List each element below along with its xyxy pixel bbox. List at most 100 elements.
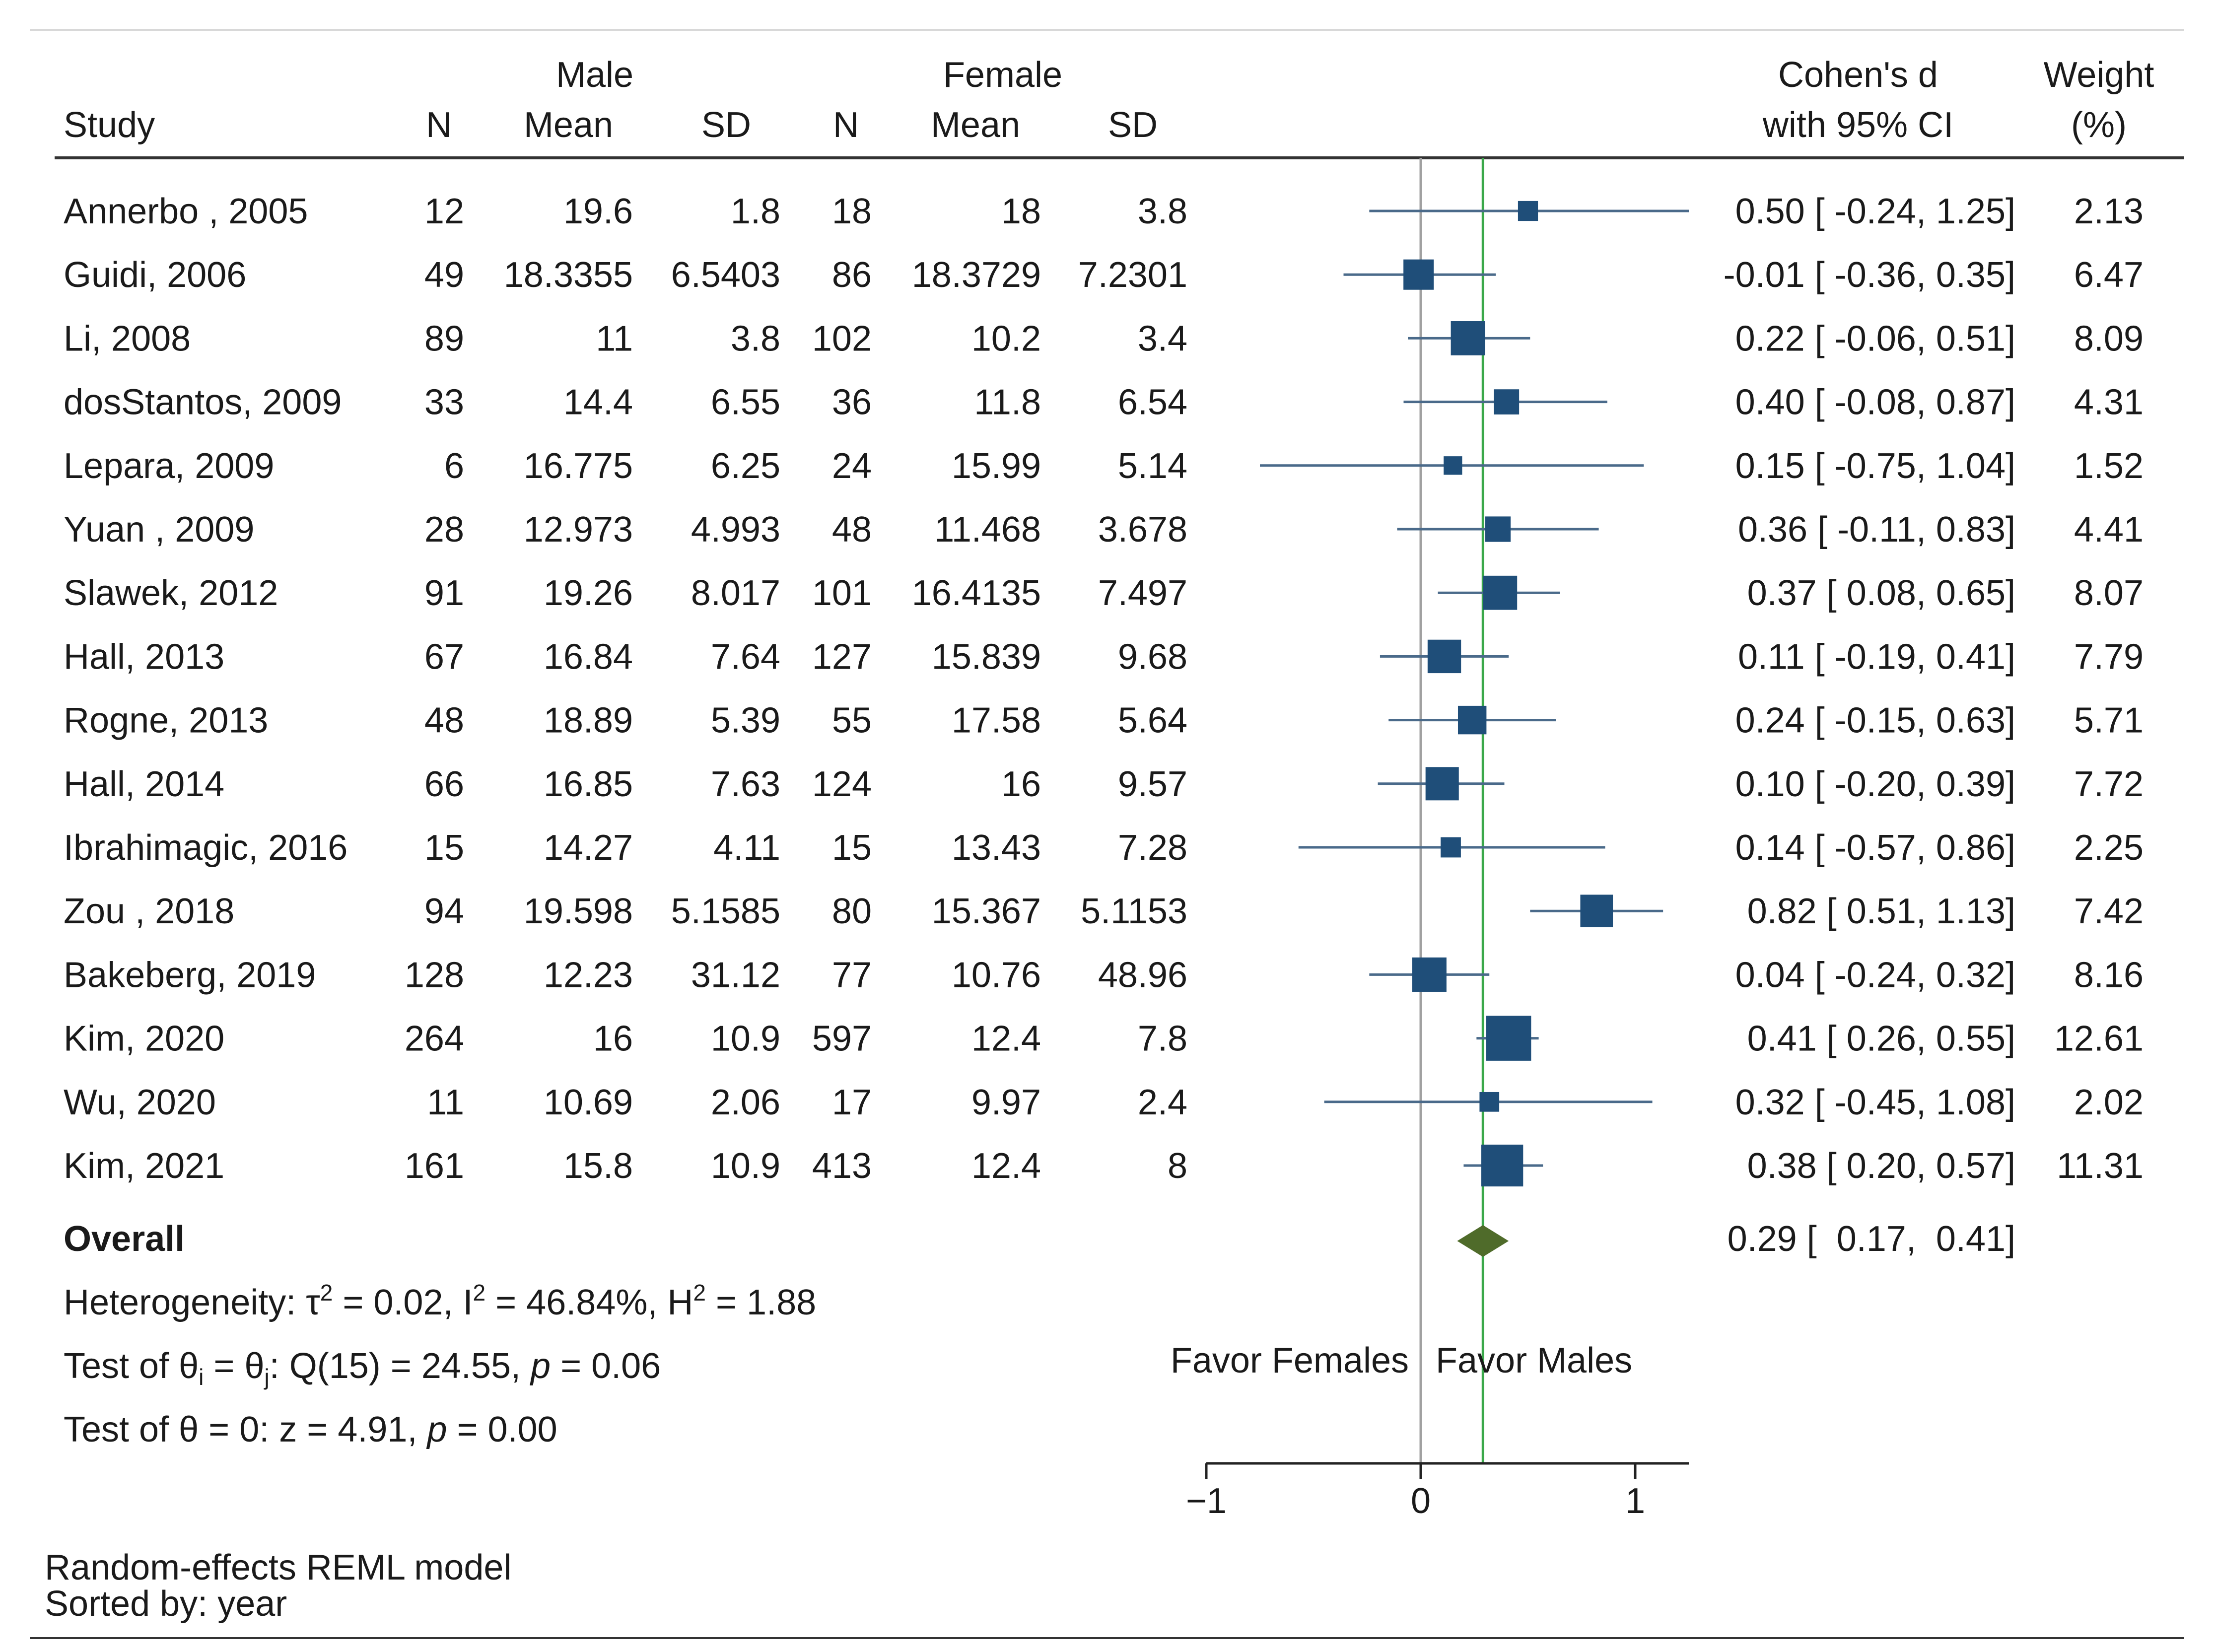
weight-text: 7.79 — [2074, 637, 2144, 677]
male-n: 89 — [424, 319, 464, 358]
effect-marker — [1412, 957, 1447, 992]
female-n: 86 — [832, 255, 872, 295]
effect-marker — [1451, 321, 1485, 355]
female-n: 17 — [832, 1083, 872, 1122]
male-n: 161 — [405, 1146, 464, 1186]
ci-text: 0.50 [ -0.24, 1.25] — [1735, 192, 2015, 231]
header-male-sd: SD — [701, 105, 751, 145]
female-mean: 9.97 — [971, 1083, 1041, 1122]
study-name: Ibrahimagic, 2016 — [64, 828, 347, 868]
female-mean: 11.468 — [934, 510, 1041, 550]
ci-text: 0.37 [ 0.08, 0.65] — [1747, 573, 2015, 613]
male-sd: 5.39 — [711, 701, 780, 741]
male-n: 11 — [427, 1083, 464, 1122]
study-row: Yuan , 2009 28 12.973 4.993 48 11.468 3.678 0.3… — [64, 510, 2144, 550]
female-sd: 3.4 — [1138, 319, 1187, 358]
female-mean: 16.4135 — [912, 573, 1041, 613]
female-mean: 17.58 — [952, 701, 1041, 741]
female-sd: 9.57 — [1118, 764, 1187, 804]
het-mid: = 0.02, I — [333, 1283, 473, 1322]
header-male-n: N — [426, 105, 452, 145]
ci-text: 0.41 [ 0.26, 0.55] — [1747, 1019, 2015, 1059]
study-row: Wu, 2020 11 10.69 2.06 17 9.97 2.4 0.32 [ -0.45… — [64, 1083, 2144, 1122]
female-mean: 12.4 — [971, 1146, 1041, 1186]
weight-text: 6.47 — [2074, 255, 2144, 295]
weight-text: 12.61 — [2054, 1019, 2144, 1059]
q-test-text: Test of θi = θj: Q(15) = 24.55, p = 0.06 — [64, 1346, 661, 1390]
study-name: dosStantos, 2009 — [64, 383, 342, 422]
study-row: Hall, 2013 67 16.84 7.64 127 15.839 9.68 0.11 [… — [64, 637, 2144, 677]
study-name: Hall, 2013 — [64, 637, 224, 677]
female-n: 77 — [832, 955, 872, 995]
ci-text: 0.04 [ -0.24, 0.32] — [1735, 955, 2015, 995]
male-sd: 10.9 — [711, 1146, 780, 1186]
female-n: 36 — [832, 383, 872, 422]
study-name: Lepara, 2009 — [64, 446, 274, 486]
male-mean: 14.4 — [563, 383, 633, 422]
study-row: Kim, 2020 264 16 10.9 597 12.4 7.8 0.41 [ 0.26,… — [64, 1016, 2144, 1061]
header-weight-line1: Weight — [2044, 55, 2154, 95]
ci-text: 0.24 [ -0.15, 0.63] — [1735, 701, 2015, 741]
weight-text: 2.02 — [2074, 1083, 2144, 1122]
male-sd: 8.017 — [691, 573, 780, 613]
weight-text: 8.07 — [2074, 573, 2144, 613]
weight-text: 8.16 — [2074, 955, 2144, 995]
q-sub-i: i — [199, 1364, 204, 1390]
study-name: Hall, 2014 — [64, 764, 224, 804]
male-n: 28 — [424, 510, 464, 550]
male-sd: 31.12 — [691, 955, 780, 995]
female-n: 102 — [812, 319, 872, 358]
footer-sorted: Sorted by: year — [45, 1584, 287, 1624]
male-n: 91 — [424, 573, 464, 613]
study-row: dosStantos, 2009 33 14.4 6.55 36 11.8 6.54 0.40… — [64, 383, 2144, 422]
female-n: 24 — [832, 446, 872, 486]
male-mean: 16 — [593, 1019, 633, 1059]
male-n: 66 — [424, 764, 464, 804]
male-n: 49 — [424, 255, 464, 295]
effect-marker — [1518, 201, 1538, 221]
weight-text: 2.25 — [2074, 828, 2144, 868]
study-row: Hall, 2014 66 16.85 7.63 124 16 9.57 0.10 [ -0.… — [64, 764, 2144, 804]
study-rows: Annerbo , 2005 12 19.6 1.8 18 18 3.8 0.50 [ -0.… — [64, 192, 2144, 1187]
ci-text: 0.38 [ 0.20, 0.57] — [1747, 1146, 2015, 1186]
study-row: Lepara, 2009 6 16.775 6.25 24 15.99 5.14 0.15 [… — [64, 446, 2144, 486]
study-row: Li, 2008 89 11 3.8 102 10.2 3.4 0.22 [ -0.06, 0… — [64, 319, 2144, 358]
male-n: 15 — [424, 828, 464, 868]
female-mean: 18 — [1001, 192, 1041, 231]
female-sd: 2.4 — [1138, 1083, 1187, 1122]
male-sd: 4.993 — [691, 510, 780, 550]
study-name: Annerbo , 2005 — [64, 192, 308, 231]
q-end: = 0.06 — [551, 1346, 661, 1386]
female-mean: 11.8 — [974, 383, 1041, 422]
axis-tick-label: 0 — [1411, 1481, 1431, 1521]
male-n: 128 — [405, 955, 464, 995]
effect-marker — [1483, 575, 1518, 610]
effect-marker — [1444, 456, 1462, 475]
favor-females-label: Favor Females — [1171, 1341, 1409, 1380]
q-p: p — [530, 1346, 551, 1386]
study-name: Guidi, 2006 — [64, 255, 246, 295]
male-mean: 12.23 — [544, 955, 633, 995]
female-n: 55 — [832, 701, 872, 741]
study-row: Annerbo , 2005 12 19.6 1.8 18 18 3.8 0.50 [ -0.… — [64, 192, 2144, 231]
ci-text: 0.10 [ -0.20, 0.39] — [1735, 764, 2015, 804]
study-name: Wu, 2020 — [64, 1083, 216, 1122]
header-male: Male — [556, 55, 633, 95]
female-mean: 18.3729 — [912, 255, 1041, 295]
effect-marker — [1481, 1144, 1523, 1187]
male-mean: 19.26 — [544, 573, 633, 613]
female-sd: 5.64 — [1118, 701, 1187, 741]
x-axis: −1 0 1 — [1186, 1462, 1689, 1521]
male-n: 12 — [424, 192, 464, 231]
ci-text: 0.22 [ -0.06, 0.51] — [1735, 319, 2015, 358]
female-mean: 13.43 — [952, 828, 1041, 868]
female-sd: 48.96 — [1098, 955, 1187, 995]
female-sd: 8 — [1168, 1146, 1187, 1186]
ci-text: -0.01 [ -0.36, 0.35] — [1724, 255, 2015, 295]
study-row: Bakeberg, 2019 128 12.23 31.12 77 10.76 48.96 0… — [64, 955, 2144, 995]
study-name: Kim, 2021 — [64, 1146, 224, 1186]
female-mean: 10.76 — [952, 955, 1041, 995]
study-row: Zou , 2018 94 19.598 5.1585 80 15.367 5.1153 0.… — [64, 892, 2144, 931]
z-end: = 0.00 — [447, 1410, 557, 1449]
male-mean: 11 — [596, 319, 633, 358]
